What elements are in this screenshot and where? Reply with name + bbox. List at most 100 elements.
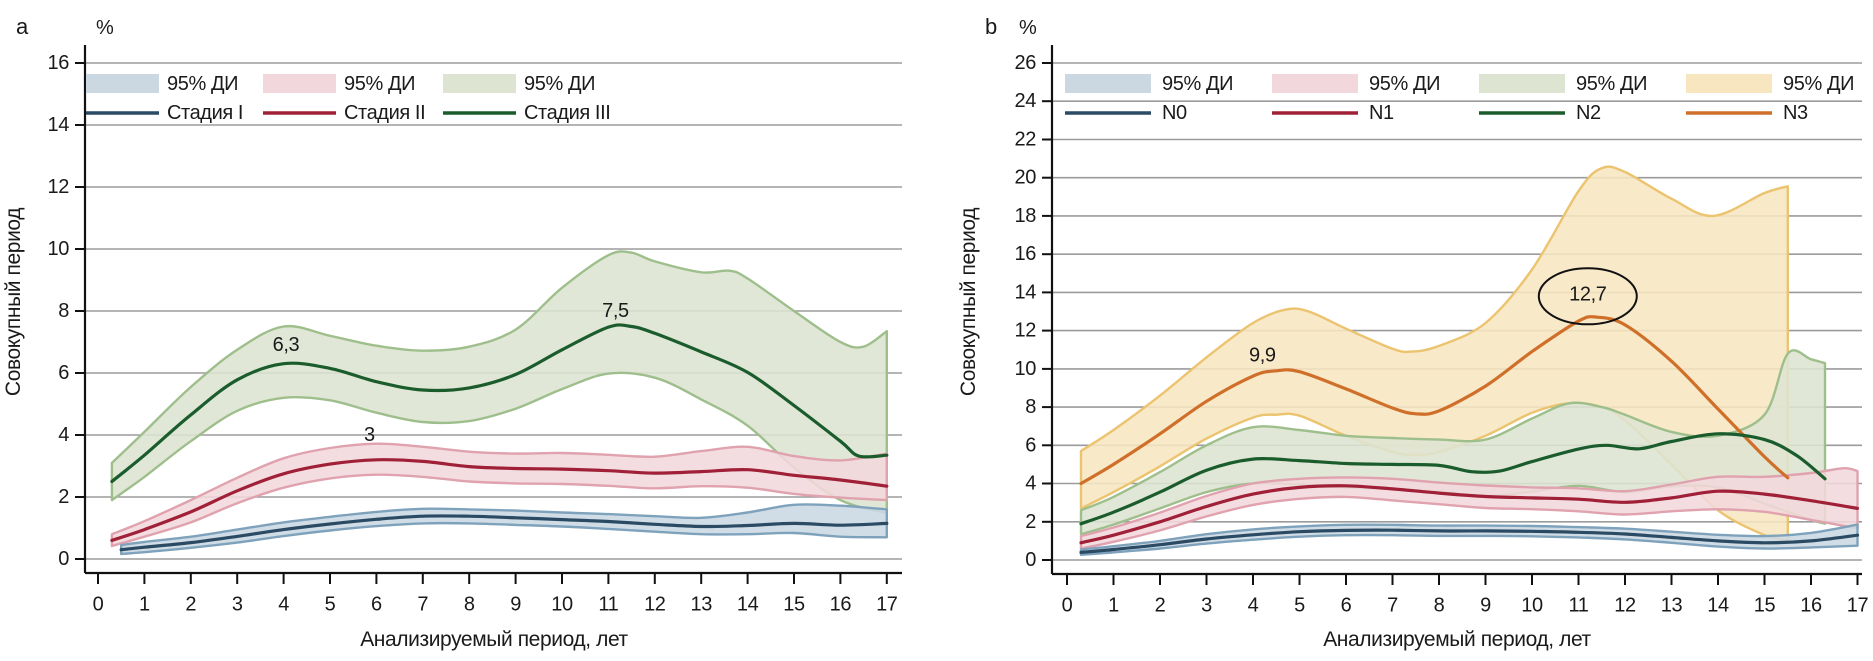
x-tick-label: 0 — [1062, 595, 1073, 617]
legend-ci-label: 95% ДИ — [1783, 73, 1854, 95]
x-tick-label: 12 — [1614, 595, 1636, 617]
legend-ci-label: 95% ДИ — [1576, 73, 1647, 95]
x-tick-label: 15 — [1754, 595, 1776, 617]
panel-b-y-axis-title: Совокупный период — [957, 208, 980, 396]
line-N1 — [1079, 484, 1860, 545]
x-tick-label: 4 — [1248, 595, 1259, 617]
x-tick-label: 16 — [830, 594, 852, 616]
x-tick-label: 1 — [1108, 595, 1119, 617]
legend-swatch-95ci — [1272, 74, 1358, 93]
x-tick-label: 16 — [1800, 595, 1822, 617]
x-tick-label: 8 — [464, 594, 475, 616]
legend-series-label: Стадия I — [167, 102, 243, 124]
panel-b: 0 2 4 6 8 10 12 14 16 18 20 22 24 26 0 1 2 3 4 5 6 7 8 9 10 11 12 1… — [937, 0, 1873, 661]
y-tick-label: 2 — [1025, 511, 1036, 533]
x-tick-label: 10 — [1521, 595, 1543, 617]
legend-swatch-95ci — [263, 74, 336, 93]
legend-ci-label: 95% ДИ — [344, 73, 415, 95]
x-tick-label: 6 — [1341, 595, 1352, 617]
legend-item-N0: 95% ДИ N0 — [1065, 73, 1234, 124]
y-tick-label: 26 — [1015, 52, 1037, 74]
x-tick-label: 5 — [1294, 595, 1305, 617]
line-Стадия III — [110, 323, 889, 484]
y-tick-label: 8 — [58, 300, 69, 322]
x-tick-label: 7 — [1387, 595, 1398, 617]
band-95ci-Стадия III — [110, 250, 888, 515]
annotation-circle — [1537, 267, 1638, 326]
x-tick-label: 13 — [1661, 595, 1683, 617]
x-tick-label: 14 — [1707, 595, 1729, 617]
y-tick-label: 16 — [48, 52, 70, 74]
y-tick-label: 0 — [58, 548, 69, 570]
annotation-value: 6,3 — [273, 334, 300, 356]
series-lines — [1079, 315, 1860, 554]
x-tick-label: 4 — [278, 594, 289, 616]
x-tick-label: 5 — [325, 594, 336, 616]
y-tick-label: 2 — [58, 486, 69, 508]
legend-series-label: N2 — [1576, 102, 1601, 124]
line-Стадия I — [119, 514, 889, 552]
panel-a-y-axis-title: Совокупный период — [2, 208, 25, 396]
legend-swatch-95ci — [1479, 74, 1565, 93]
y-tick-label: 8 — [1025, 396, 1036, 418]
annotation-value: 12,7 — [1569, 283, 1607, 305]
y-tick-label: 16 — [1015, 243, 1037, 265]
annotations: 6,3 3 7,5 — [273, 300, 630, 446]
y-tick-label: 6 — [58, 362, 69, 384]
band-95ci-Стадия I — [120, 503, 888, 556]
panel-a: 0 2 4 6 8 10 12 14 16 0 1 2 3 4 5 6 7 8 9 10 11 12 13 14 15 16 17 9… — [2, 14, 902, 651]
annotation-value: 7,5 — [602, 300, 629, 322]
y-tick-label: 6 — [1025, 434, 1036, 456]
legend-swatch-95ci — [1686, 74, 1772, 93]
y-tick-label: 12 — [1015, 320, 1037, 342]
legend-swatch-95ci — [86, 74, 159, 93]
legend-item-Стадия III: 95% ДИ Стадия III — [443, 73, 611, 124]
y-tick-label: 12 — [48, 176, 70, 198]
x-tick-label: 6 — [371, 594, 382, 616]
x-tick-label: 2 — [185, 594, 196, 616]
x-tick-label: 3 — [1201, 595, 1212, 617]
panel-b-x-axis-title: Анализируемый период, лет — [1323, 628, 1591, 651]
y-tick-label: 14 — [48, 114, 70, 136]
x-tick-label: 7 — [417, 594, 428, 616]
panel-b-letter: b — [985, 14, 997, 39]
legend-item-N2: 95% ДИ N2 — [1479, 73, 1648, 124]
legend-item-N1: 95% ДИ N1 — [1272, 73, 1441, 124]
series-lines — [110, 323, 889, 552]
legend-swatch-95ci — [1065, 74, 1151, 93]
panel-b-y-unit-label: % — [1019, 17, 1037, 39]
panel-a-y-unit-label: % — [96, 17, 114, 39]
line-N0 — [1079, 528, 1860, 554]
y-tick-label: 18 — [1015, 205, 1037, 227]
legend-item-Стадия I: 95% ДИ Стадия I — [86, 73, 243, 124]
annotations: 9,9 12,7 — [1249, 267, 1638, 367]
x-tick-label: 2 — [1155, 595, 1166, 617]
band-95ci-N1 — [1079, 466, 1859, 550]
panel-a-letter: a — [16, 14, 29, 39]
legend-ci-label: 95% ДИ — [167, 73, 238, 95]
y-tick-label: 0 — [1025, 549, 1036, 571]
legend: 95% ДИ N0 95% ДИ N1 95% ДИ N2 95% ДИ N3 — [1065, 73, 1855, 124]
y-tick-label: 14 — [1015, 281, 1037, 303]
x-tick-label: 10 — [551, 594, 573, 616]
legend-series-label: N3 — [1783, 102, 1808, 124]
x-tick-label: 11 — [598, 594, 618, 616]
x-tick-label: 3 — [232, 594, 243, 616]
legend-ci-label: 95% ДИ — [1162, 73, 1233, 95]
x-tick-label: 13 — [690, 594, 712, 616]
y-tick-label: 10 — [48, 238, 70, 260]
x-tick-label: 15 — [783, 594, 805, 616]
legend-ci-label: 95% ДИ — [1369, 73, 1440, 95]
ci-bands — [110, 250, 888, 556]
x-tick-label: 11 — [1569, 595, 1589, 617]
legend-swatch-95ci — [443, 74, 516, 93]
y-tick-label: 22 — [1015, 129, 1037, 151]
legend-item-Стадия II: 95% ДИ Стадия II — [263, 73, 426, 124]
legend-series-label: N1 — [1369, 102, 1394, 124]
